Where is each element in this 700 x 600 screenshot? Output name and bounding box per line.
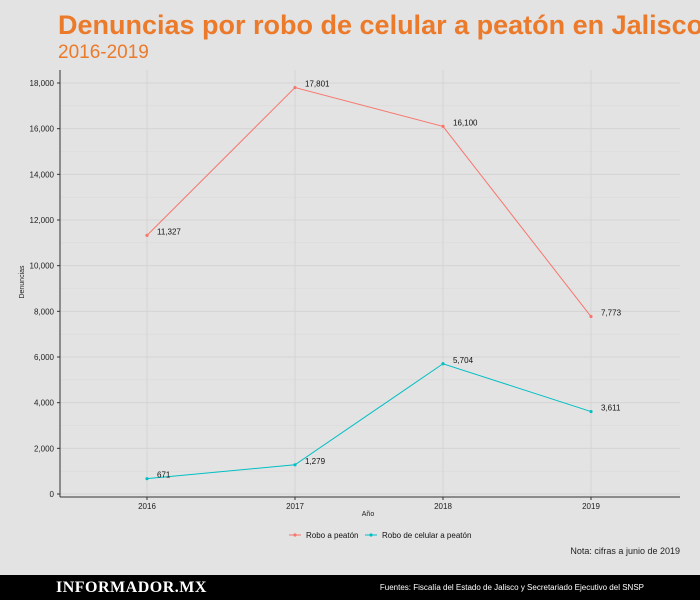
data-label: 11,327 (157, 227, 181, 236)
legend-marker (369, 533, 373, 537)
footer-bar: INFORMADOR.MX Fuentes: Fiscalía del Esta… (0, 575, 700, 600)
series-line (146, 86, 592, 317)
x-tick-label: 2017 (286, 502, 304, 511)
x-tick-label: 2019 (582, 502, 600, 511)
data-point (589, 409, 593, 414)
data-label: 16,100 (453, 118, 478, 127)
y-tick-label: 8,000 (34, 307, 55, 316)
y-tick-label: 4,000 (34, 399, 55, 408)
series-line (146, 363, 592, 480)
y-tick-label: 0 (50, 490, 55, 499)
brand-logo[interactable]: INFORMADOR.MX (56, 579, 207, 596)
y-tick-label: 2,000 (34, 444, 55, 453)
legend-label: Robo de celular a peatón (382, 531, 471, 540)
data-label: 1,279 (305, 457, 326, 466)
data-point (441, 124, 445, 128)
y-axis-title: Denuncias (19, 265, 26, 299)
legend-label: Robo a peatón (306, 531, 359, 540)
data-label: 5,704 (453, 356, 474, 365)
sources-text: Fuentes: Fiscalía del Estado de Jalisco … (379, 583, 644, 592)
y-tick-label: 12,000 (30, 216, 55, 225)
y-tick-label: 18,000 (30, 79, 55, 88)
footnote: Nota: cifras a junio de 2019 (570, 546, 680, 556)
y-tick-label: 16,000 (30, 125, 55, 134)
data-label: 17,801 (305, 80, 330, 89)
data-label: 3,611 (601, 404, 621, 413)
x-axis-title: Año (362, 511, 375, 518)
data-point (589, 314, 593, 319)
data-label: 7,773 (601, 309, 622, 318)
chart-title: Denuncias por robo de celular a peatón e… (58, 10, 700, 40)
y-tick-label: 14,000 (30, 170, 55, 179)
data-point (145, 233, 149, 237)
data-point (145, 477, 149, 481)
plot-area (60, 70, 680, 497)
data-label: 671 (157, 471, 171, 480)
legend-marker (293, 533, 297, 537)
x-tick-label: 2018 (434, 502, 452, 511)
x-tick-label: 2016 (138, 502, 156, 511)
data-point (441, 362, 445, 366)
y-tick-label: 10,000 (30, 262, 55, 271)
data-point (293, 463, 297, 467)
data-point (293, 85, 297, 90)
y-tick-label: 6,000 (34, 353, 55, 362)
line-chart: 0 2,000 4,000 6,000 8,000 10,000 12,000 14,000 1… (19, 70, 680, 540)
chart-subtitle: 2016-2019 (58, 42, 149, 63)
